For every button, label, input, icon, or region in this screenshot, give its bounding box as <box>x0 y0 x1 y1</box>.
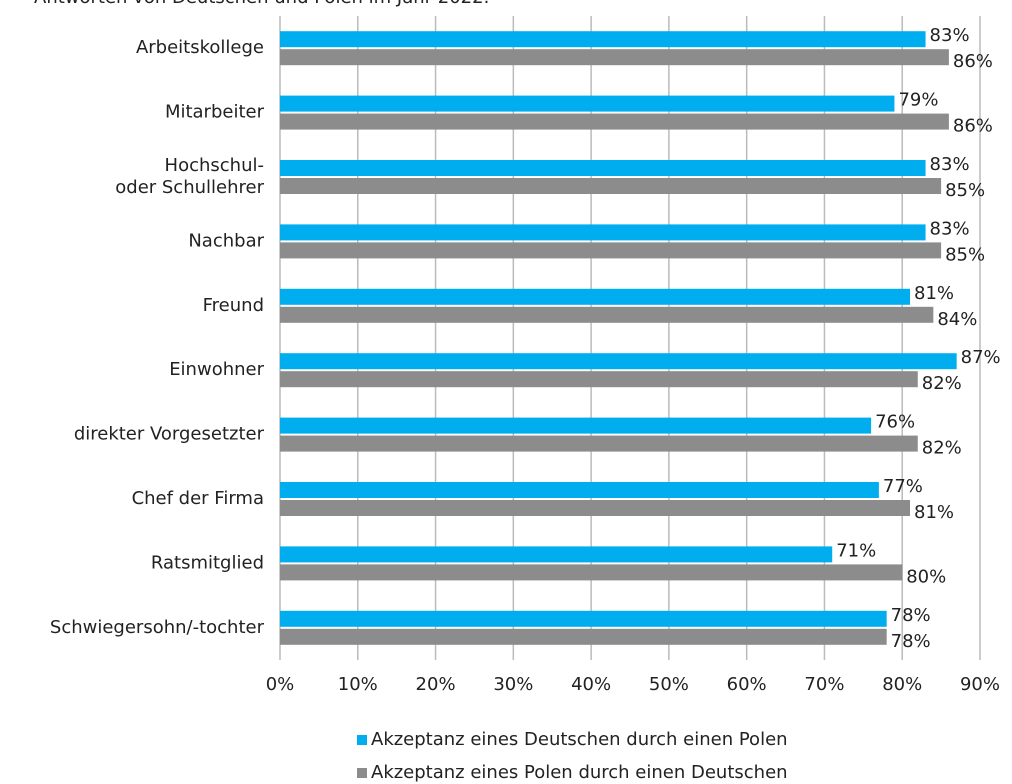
y-tick-label: Chef der Firma <box>132 488 264 509</box>
bar <box>280 242 942 259</box>
bar <box>280 288 910 305</box>
x-tick-label: 20% <box>416 674 456 695</box>
bar <box>280 160 926 176</box>
bar <box>280 417 872 434</box>
bar <box>280 371 918 388</box>
bar <box>280 435 918 452</box>
value-label: 71% <box>836 540 876 561</box>
bar <box>280 353 957 370</box>
bar <box>280 113 949 130</box>
y-tick-label: Nachbar <box>188 230 264 251</box>
value-label: 78% <box>891 631 931 652</box>
y-tick-label: direkter Vorgesetzter <box>74 424 265 445</box>
bar <box>280 31 926 48</box>
value-label: 80% <box>906 566 946 587</box>
value-label: 84% <box>937 309 977 330</box>
x-tick-label: 30% <box>493 674 533 695</box>
bar <box>280 224 926 241</box>
x-tick-label: 10% <box>338 674 378 695</box>
y-tick-label: Schwiegersohn/-tochter <box>50 617 265 638</box>
bar <box>280 546 833 563</box>
legend-swatch <box>357 768 367 778</box>
value-label: 83% <box>930 25 970 46</box>
value-label: 76% <box>875 412 915 433</box>
y-tick-label: Hochschul-oder Schullehrer <box>115 155 264 198</box>
x-tick-label: 50% <box>649 674 689 695</box>
bar <box>280 564 903 581</box>
bar <box>280 628 887 645</box>
value-label: 78% <box>891 605 931 626</box>
y-tick-label: Einwohner <box>169 359 264 380</box>
bar <box>280 49 949 66</box>
x-tick-label: 70% <box>804 674 844 695</box>
value-label: 79% <box>898 90 938 111</box>
value-label: 81% <box>914 283 954 304</box>
x-tick-label: 90% <box>960 674 1000 695</box>
y-tick-label: Freund <box>203 295 264 316</box>
value-label: 86% <box>953 51 993 72</box>
value-label: 77% <box>883 476 923 497</box>
legend-label: Akzeptanz eines Deutschen durch einen Po… <box>371 729 788 750</box>
bar <box>280 178 942 194</box>
legend-swatch <box>357 735 367 745</box>
y-tick-label: Mitarbeiter <box>165 102 265 123</box>
bar <box>280 482 879 498</box>
x-tick-label: 60% <box>727 674 767 695</box>
value-label: 83% <box>930 154 970 175</box>
bar <box>280 95 895 112</box>
value-label: 81% <box>914 502 954 523</box>
x-tick-label: 0% <box>266 674 295 695</box>
value-label: 82% <box>922 373 962 394</box>
value-label: 82% <box>922 438 962 459</box>
bar <box>280 306 934 323</box>
chart-subtitle: Antworten von Deutschen und Polen im Jah… <box>34 0 489 8</box>
x-tick-label: 80% <box>882 674 922 695</box>
value-label: 86% <box>953 116 993 137</box>
y-tick-label: Arbeitskollege <box>136 37 264 58</box>
bar <box>280 610 887 627</box>
y-tick-label: Ratsmitglied <box>151 552 264 573</box>
value-label: 83% <box>930 218 970 239</box>
value-label: 85% <box>945 180 985 201</box>
value-label: 87% <box>961 347 1001 368</box>
value-label: 85% <box>945 244 985 265</box>
legend-label: Akzeptanz eines Polen durch einen Deutsc… <box>371 762 788 783</box>
bar <box>280 500 910 516</box>
x-tick-label: 40% <box>571 674 611 695</box>
